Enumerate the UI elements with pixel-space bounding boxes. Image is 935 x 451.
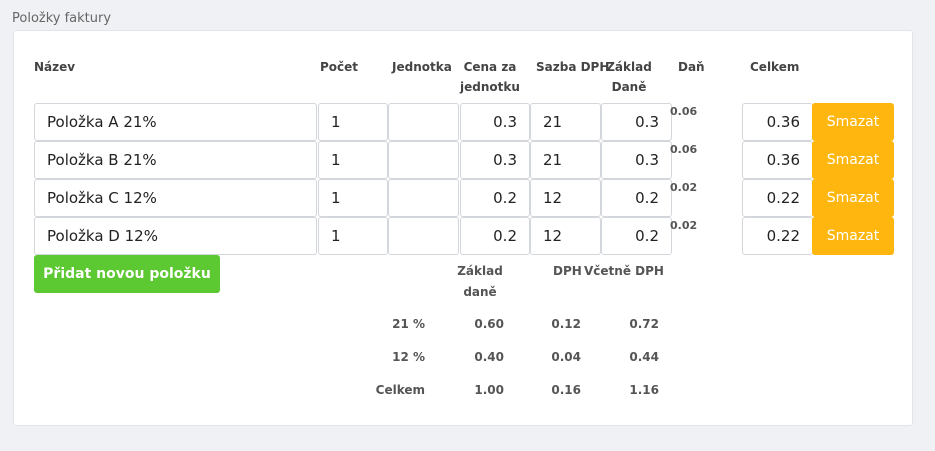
summary-incl-vat-value: 0.72 (629, 317, 659, 331)
column-header-unit-price: Cena za jednotku (460, 60, 520, 94)
item-count-input[interactable] (318, 141, 388, 179)
item-unit-input[interactable] (388, 217, 459, 255)
item-vat-rate-input[interactable] (530, 179, 601, 217)
item-count-input[interactable] (318, 179, 388, 217)
item-unit-input[interactable] (388, 141, 459, 179)
summary-base-value: 0.40 (474, 350, 504, 364)
summary-row-label: Celkem (375, 383, 425, 397)
summary-row-label: 21 % (392, 317, 425, 331)
item-unit-price-input[interactable] (460, 103, 530, 141)
item-total-input[interactable] (742, 103, 813, 141)
item-total-input[interactable] (742, 217, 813, 255)
column-header-tax: Daň (678, 60, 705, 74)
summary-row-label: 12 % (392, 350, 425, 364)
item-row: 0.02 Smazat (14, 179, 914, 217)
add-item-button[interactable]: Přidat novou položku (34, 255, 220, 293)
column-header-count: Počet (320, 60, 359, 74)
delete-item-button[interactable]: Smazat (812, 141, 894, 179)
item-name-input[interactable] (34, 217, 317, 255)
item-name-input[interactable] (34, 141, 317, 179)
item-tax-value: 0.02 (670, 181, 698, 194)
item-base-input[interactable] (601, 103, 672, 141)
item-base-input[interactable] (601, 179, 672, 217)
item-count-input[interactable] (318, 103, 388, 141)
item-total-input[interactable] (742, 141, 813, 179)
summary-header-base: Základ daně (457, 264, 503, 299)
item-unit-price-input[interactable] (460, 217, 530, 255)
item-unit-input[interactable] (388, 103, 459, 141)
item-vat-rate-input[interactable] (530, 103, 601, 141)
summary-base-value: 0.60 (474, 317, 504, 331)
item-vat-rate-input[interactable] (530, 217, 601, 255)
item-base-input[interactable] (601, 141, 672, 179)
item-base-input[interactable] (601, 217, 672, 255)
item-row: 0.06 Smazat (14, 103, 914, 141)
item-name-input[interactable] (34, 179, 317, 217)
summary-header-incl-vat: Včetně DPH (584, 264, 664, 278)
summary-vat-value: 0.04 (551, 350, 581, 364)
item-row: 0.06 Smazat (14, 141, 914, 179)
item-row: 0.02 Smazat (14, 217, 914, 255)
delete-item-button[interactable]: Smazat (812, 179, 894, 217)
column-header-total: Celkem (750, 60, 800, 74)
summary-vat-value: 0.12 (551, 317, 581, 331)
summary-incl-vat-value: 1.16 (629, 383, 659, 397)
item-unit-price-input[interactable] (460, 141, 530, 179)
summary-base-value: 1.00 (474, 383, 504, 397)
item-tax-value: 0.02 (670, 219, 698, 232)
item-vat-rate-input[interactable] (530, 141, 601, 179)
delete-item-button[interactable]: Smazat (812, 217, 894, 255)
item-count-input[interactable] (318, 217, 388, 255)
column-header-name: Název (34, 60, 76, 74)
item-unit-price-input[interactable] (460, 179, 530, 217)
summary-incl-vat-value: 0.44 (629, 350, 659, 364)
invoice-items-card: Název Počet Jednotka Cena za jednotku Sa… (13, 30, 913, 426)
item-tax-value: 0.06 (670, 143, 698, 156)
delete-item-button[interactable]: Smazat (812, 103, 894, 141)
column-header-base: Základ Daně (606, 60, 652, 94)
item-total-input[interactable] (742, 179, 813, 217)
item-tax-value: 0.06 (670, 105, 698, 118)
section-label: Položky faktury (12, 11, 112, 26)
column-header-vat-rate: Sazba DPH (536, 60, 610, 74)
item-unit-input[interactable] (388, 179, 459, 217)
column-header-unit: Jednotka (392, 60, 452, 74)
item-name-input[interactable] (34, 103, 317, 141)
summary-header-vat: DPH (553, 264, 582, 278)
summary-vat-value: 0.16 (551, 383, 581, 397)
